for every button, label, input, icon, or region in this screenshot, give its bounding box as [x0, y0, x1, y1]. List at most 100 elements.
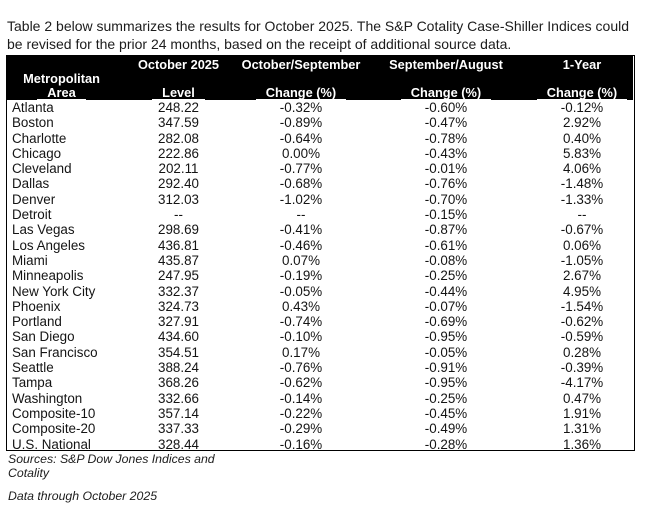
cell-metro-area: Miami — [12, 252, 48, 268]
cell-oct-sep-change: -0.14% — [279, 390, 323, 406]
cell-sep-aug-change: -0.15% — [424, 207, 468, 223]
cell-metro-area: Minneapolis — [12, 268, 84, 284]
cell-metro-area: Atlanta — [12, 100, 54, 115]
cell-sep-aug-change: -0.49% — [424, 421, 468, 437]
header-underlined-label: Level — [152, 85, 205, 100]
cell-one-year-change: 0.40% — [563, 130, 601, 146]
header-underlined-label: Area — [37, 85, 86, 100]
header-underlined-label: Change (%) — [255, 85, 347, 100]
cell-oct-sep-change: -0.68% — [279, 176, 323, 192]
table-row: Charlotte 282.08 -0.64% -0.78% 0.40% — [7, 131, 633, 146]
cell-oct-sep-change: -0.77% — [279, 161, 323, 177]
cell-oct-sep-change: -0.64% — [279, 130, 323, 146]
table-row: Minneapolis 247.95 -0.19% -0.25% 2.67% — [7, 268, 633, 283]
cell-sep-aug-change: -0.76% — [424, 176, 468, 192]
cell-one-year-change: -1.05% — [560, 252, 604, 268]
table-row: Phoenix 324.73 0.43% -0.07% -1.54% — [7, 299, 633, 314]
header-line-top: September/August — [389, 57, 503, 72]
intro-line: Table 2 below summarizes the results for… — [7, 18, 630, 34]
cell-one-year-change: 1.36% — [563, 436, 601, 452]
cell-metro-area: San Francisco — [12, 344, 98, 360]
cell-level: 332.37 — [158, 283, 199, 299]
cell-level: 328.44 — [158, 436, 199, 452]
cell-metro-area: Charlotte — [12, 130, 67, 146]
cell-oct-sep-change: -0.16% — [279, 436, 323, 452]
cell-sep-aug-change: -0.69% — [424, 314, 468, 330]
cell-level: 332.66 — [158, 390, 199, 406]
cell-one-year-change: -0.39% — [560, 360, 604, 376]
cell-one-year-change: -0.59% — [560, 329, 604, 345]
cell-oct-sep-change: -1.02% — [279, 191, 323, 207]
cell-one-year-change: 5.83% — [563, 145, 601, 161]
header-line-bottom: Change (%) — [536, 85, 628, 100]
cell-oct-sep-change: -0.74% — [279, 314, 323, 330]
cell-sep-aug-change: -0.87% — [424, 222, 468, 238]
cell-level: 354.51 — [158, 344, 199, 360]
cell-oct-sep-change: 0.43% — [282, 298, 320, 314]
cell-sep-aug-change: -0.44% — [424, 283, 468, 299]
table-row: Composite-10 357.14 -0.22% -0.45% 1.91% — [7, 406, 633, 421]
cell-metro-area: Las Vegas — [12, 222, 75, 238]
cell-level: 368.26 — [158, 375, 199, 391]
cell-one-year-change: -1.48% — [560, 176, 604, 192]
cell-metro-area: Tampa — [12, 375, 53, 391]
cell-oct-sep-change: -0.41% — [279, 222, 323, 238]
cell-metro-area: Washington — [12, 390, 83, 406]
cell-metro-area: Composite-10 — [12, 405, 96, 421]
cell-sep-aug-change: -0.08% — [424, 252, 468, 268]
cell-oct-sep-change: -0.89% — [279, 115, 323, 131]
cell-metro-area: New York City — [12, 283, 96, 299]
table-row: Denver 312.03 -1.02% -0.70% -1.33% — [7, 192, 633, 207]
sources-note: Sources: S&P Dow Jones Indices and Cotal… — [8, 452, 215, 480]
cell-level: 357.14 — [158, 405, 199, 421]
cell-metro-area: Boston — [12, 115, 54, 131]
cell-level: 248.22 — [158, 100, 199, 115]
header-line-bottom: Level — [152, 85, 205, 100]
cell-one-year-change: 2.92% — [563, 115, 601, 131]
table-row: Atlanta 248.22 -0.32% -0.60% -0.12% — [7, 100, 633, 115]
cell-one-year-change: 0.28% — [563, 344, 601, 360]
cell-metro-area: U.S. National — [12, 436, 91, 452]
cell-oct-sep-change: 0.00% — [282, 145, 320, 161]
cell-oct-sep-change: 0.17% — [282, 344, 320, 360]
cell-level: 222.86 — [158, 145, 199, 161]
table-header-column: October 2025 Level — [116, 58, 241, 100]
sources-line: Cotality — [8, 465, 50, 480]
header-line-bottom: Change (%) — [255, 85, 347, 100]
cell-oct-sep-change: -0.22% — [279, 405, 323, 421]
cell-sep-aug-change: -0.25% — [424, 268, 468, 284]
cell-sep-aug-change: -0.78% — [424, 130, 468, 146]
cell-sep-aug-change: -0.05% — [424, 344, 468, 360]
cell-metro-area: Chicago — [12, 145, 62, 161]
cell-oct-sep-change: -0.19% — [279, 268, 323, 284]
cell-one-year-change: -1.33% — [560, 191, 604, 207]
table-body: Atlanta 248.22 -0.32% -0.60% -0.12% Bost… — [7, 100, 633, 452]
cell-metro-area: Portland — [12, 314, 62, 330]
table-row: Miami 435.87 0.07% -0.08% -1.05% — [7, 253, 633, 268]
cell-oct-sep-change: -0.32% — [279, 100, 323, 115]
cell-level: 247.95 — [158, 268, 199, 284]
cell-sep-aug-change: -0.01% — [424, 161, 468, 177]
cell-oct-sep-change: -0.05% — [279, 283, 323, 299]
cell-level: 347.59 — [158, 115, 199, 131]
cell-level: 298.69 — [158, 222, 199, 238]
cell-sep-aug-change: -0.28% — [424, 436, 468, 452]
table-row: Cleveland 202.11 -0.77% -0.01% 4.06% — [7, 161, 633, 176]
cell-oct-sep-change: -0.62% — [279, 375, 323, 391]
cell-one-year-change: 4.06% — [563, 161, 601, 177]
cell-oct-sep-change: -0.46% — [279, 237, 323, 253]
cell-one-year-change: 1.91% — [563, 405, 601, 421]
cell-level: 435.87 — [158, 252, 199, 268]
table-row: Tampa 368.26 -0.62% -0.95% -4.17% — [7, 375, 633, 390]
case-shiller-table: Metropolitan Area October 2025 Level Oct… — [6, 55, 635, 452]
data-through-note: Data through October 2025 — [8, 489, 158, 503]
cell-metro-area: Detroit — [12, 207, 52, 223]
table-header-column: 1-Year Change (%) — [531, 58, 633, 100]
cell-sep-aug-change: -0.61% — [424, 237, 468, 253]
cell-one-year-change: 1.31% — [563, 421, 601, 437]
header-line-middle: Metropolitan — [23, 70, 100, 86]
table-row: Los Angeles 436.81 -0.46% -0.61% 0.06% — [7, 238, 633, 253]
cell-oct-sep-change: 0.07% — [282, 252, 320, 268]
cell-oct-sep-change: -- — [296, 207, 306, 223]
table-row: Composite-20 337.33 -0.29% -0.49% 1.31% — [7, 421, 633, 436]
